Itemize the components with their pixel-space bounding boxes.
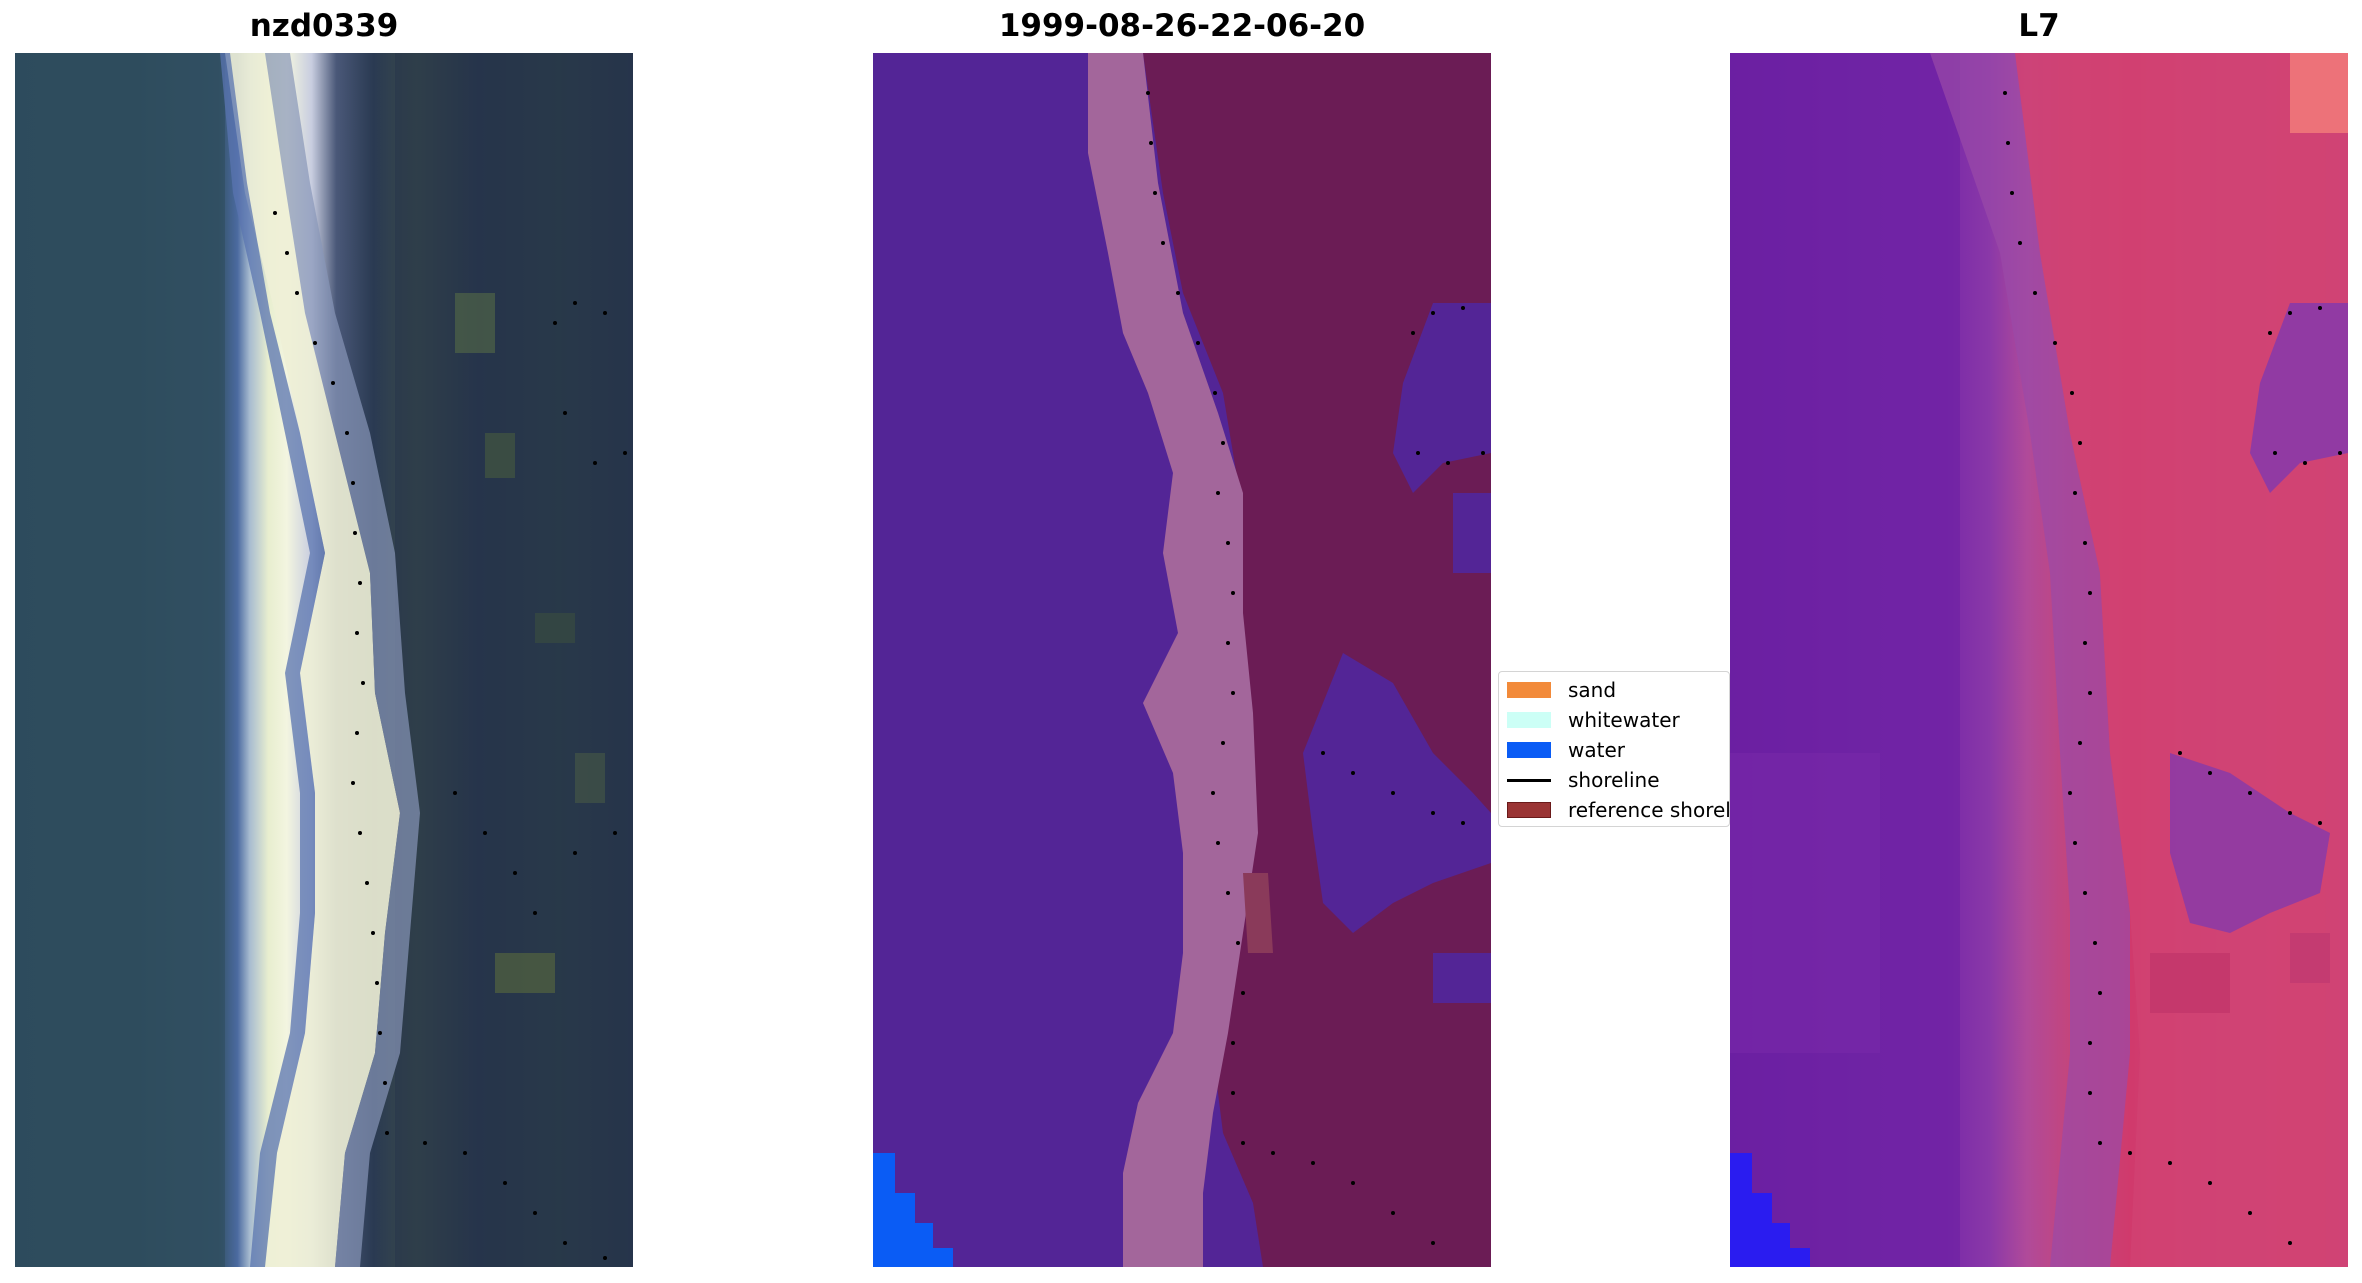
legend-label: reference shoreline — [1568, 798, 1730, 822]
shoreline-dots — [2003, 91, 2342, 1245]
panel-title-rgb: nzd0339 — [249, 8, 399, 44]
legend-item-reference-shoreline: reference shoreline — [1507, 795, 1730, 825]
legend: sand whitewater water shoreline referenc… — [1498, 671, 1730, 827]
legend-item-water: water — [1507, 735, 1625, 765]
panel-title-date: 1999-08-26-22-06-20 — [998, 8, 1366, 44]
legend-item-shoreline: shoreline — [1507, 765, 1660, 795]
rgb-image — [15, 53, 633, 1267]
legend-item-sand: sand — [1507, 675, 1616, 705]
l7-image — [1730, 53, 2348, 1267]
shoreline-dots — [273, 211, 627, 1260]
legend-label: whitewater — [1568, 708, 1680, 732]
classification-panel — [873, 53, 1491, 1267]
legend-label: water — [1568, 738, 1625, 762]
legend-item-whitewater: whitewater — [1507, 705, 1680, 735]
shoreline-dots — [1146, 91, 1485, 1245]
water-swatch — [1507, 742, 1551, 758]
sand-swatch — [1507, 682, 1551, 698]
classification-map — [873, 53, 1491, 1267]
legend-label: sand — [1568, 678, 1617, 702]
l7-panel — [1730, 53, 2348, 1267]
legend-label: shoreline — [1568, 768, 1660, 792]
panel-title-sensor: L7 — [2018, 8, 2060, 44]
whitewater-swatch — [1507, 712, 1551, 728]
rgb-image-panel — [15, 53, 633, 1267]
reference-shoreline-swatch — [1507, 802, 1551, 818]
shoreline-line-swatch — [1507, 778, 1551, 782]
